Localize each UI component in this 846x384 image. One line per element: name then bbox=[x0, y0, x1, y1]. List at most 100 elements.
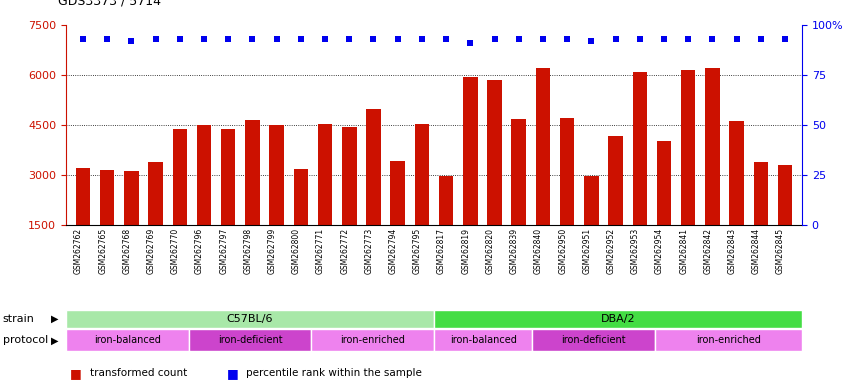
Text: GSM262839: GSM262839 bbox=[510, 228, 519, 274]
Text: GDS3373 / 5714: GDS3373 / 5714 bbox=[58, 0, 161, 8]
Text: GSM262797: GSM262797 bbox=[219, 228, 228, 275]
Point bbox=[343, 36, 356, 42]
Text: iron-enriched: iron-enriched bbox=[340, 335, 405, 346]
Text: GSM262773: GSM262773 bbox=[365, 228, 373, 275]
Point bbox=[101, 36, 114, 42]
Text: iron-balanced: iron-balanced bbox=[449, 335, 517, 346]
Text: GSM262953: GSM262953 bbox=[631, 228, 640, 275]
Point bbox=[173, 36, 187, 42]
Point bbox=[512, 36, 525, 42]
Point bbox=[778, 36, 792, 42]
Bar bbox=[439, 176, 453, 225]
Bar bbox=[681, 70, 695, 225]
Bar bbox=[584, 176, 599, 225]
Bar bbox=[318, 124, 332, 225]
Text: GSM262954: GSM262954 bbox=[655, 228, 664, 275]
Point bbox=[366, 36, 380, 42]
Bar bbox=[342, 127, 356, 225]
Text: ▶: ▶ bbox=[51, 335, 58, 346]
Bar bbox=[560, 118, 574, 225]
Text: ■: ■ bbox=[227, 367, 239, 380]
Bar bbox=[487, 80, 502, 225]
Text: GSM262770: GSM262770 bbox=[171, 228, 180, 275]
Bar bbox=[754, 162, 768, 225]
Point bbox=[657, 36, 671, 42]
Bar bbox=[311, 329, 434, 351]
Point bbox=[197, 36, 211, 42]
Bar bbox=[415, 124, 429, 225]
Text: ▶: ▶ bbox=[51, 314, 58, 324]
Text: iron-enriched: iron-enriched bbox=[696, 335, 761, 346]
Bar bbox=[512, 119, 526, 225]
Point bbox=[681, 36, 695, 42]
Text: iron-deficient: iron-deficient bbox=[217, 335, 283, 346]
Text: GSM262842: GSM262842 bbox=[703, 228, 712, 274]
Point bbox=[318, 36, 332, 42]
Text: GSM262799: GSM262799 bbox=[267, 228, 277, 275]
Point bbox=[585, 38, 598, 44]
Point bbox=[488, 36, 502, 42]
Text: GSM262796: GSM262796 bbox=[195, 228, 204, 275]
Text: GSM262772: GSM262772 bbox=[340, 228, 349, 274]
Point bbox=[270, 36, 283, 42]
Point bbox=[730, 36, 744, 42]
Point bbox=[536, 36, 550, 42]
Bar bbox=[434, 329, 532, 351]
Bar bbox=[66, 310, 434, 328]
Bar bbox=[189, 329, 311, 351]
Point bbox=[464, 40, 477, 46]
Bar bbox=[197, 125, 212, 225]
Bar bbox=[294, 169, 308, 225]
Bar bbox=[532, 329, 655, 351]
Point bbox=[222, 36, 235, 42]
Text: transformed count: transformed count bbox=[90, 368, 187, 378]
Bar bbox=[173, 129, 187, 225]
Point bbox=[415, 36, 429, 42]
Text: ■: ■ bbox=[70, 367, 82, 380]
Point bbox=[149, 36, 162, 42]
Text: GSM262762: GSM262762 bbox=[74, 228, 83, 274]
Text: GSM262819: GSM262819 bbox=[461, 228, 470, 274]
Text: GSM262795: GSM262795 bbox=[413, 228, 422, 275]
Bar bbox=[777, 166, 793, 225]
Text: GSM262798: GSM262798 bbox=[244, 228, 252, 274]
Bar bbox=[66, 329, 189, 351]
Text: GSM262768: GSM262768 bbox=[123, 228, 131, 274]
Text: GSM262843: GSM262843 bbox=[728, 228, 737, 274]
Text: iron-balanced: iron-balanced bbox=[94, 335, 161, 346]
Bar bbox=[245, 120, 260, 225]
Text: percentile rank within the sample: percentile rank within the sample bbox=[246, 368, 422, 378]
Bar bbox=[124, 171, 139, 225]
Point bbox=[633, 36, 646, 42]
Bar bbox=[75, 168, 91, 225]
Bar bbox=[269, 125, 284, 225]
Bar bbox=[706, 68, 720, 225]
Point bbox=[609, 36, 623, 42]
Point bbox=[560, 36, 574, 42]
Text: DBA/2: DBA/2 bbox=[601, 314, 635, 324]
Bar bbox=[100, 170, 114, 225]
Text: GSM262841: GSM262841 bbox=[679, 228, 688, 274]
Text: GSM262840: GSM262840 bbox=[534, 228, 543, 274]
Point bbox=[124, 38, 138, 44]
Text: GSM262765: GSM262765 bbox=[98, 228, 107, 275]
Bar bbox=[434, 310, 802, 328]
Point bbox=[391, 36, 404, 42]
Bar bbox=[463, 76, 478, 225]
Text: protocol: protocol bbox=[3, 335, 47, 346]
Text: GSM262769: GSM262769 bbox=[146, 228, 156, 275]
Point bbox=[754, 36, 767, 42]
Point bbox=[294, 36, 308, 42]
Bar bbox=[148, 162, 162, 225]
Bar bbox=[366, 109, 381, 225]
Text: GSM262800: GSM262800 bbox=[292, 228, 301, 274]
Bar bbox=[656, 141, 671, 225]
Text: GSM262844: GSM262844 bbox=[752, 228, 761, 274]
Bar bbox=[221, 129, 235, 225]
Bar bbox=[390, 161, 405, 225]
Text: GSM262950: GSM262950 bbox=[558, 228, 567, 275]
Bar bbox=[608, 136, 623, 225]
Bar bbox=[536, 68, 550, 225]
Point bbox=[245, 36, 259, 42]
Point bbox=[706, 36, 719, 42]
